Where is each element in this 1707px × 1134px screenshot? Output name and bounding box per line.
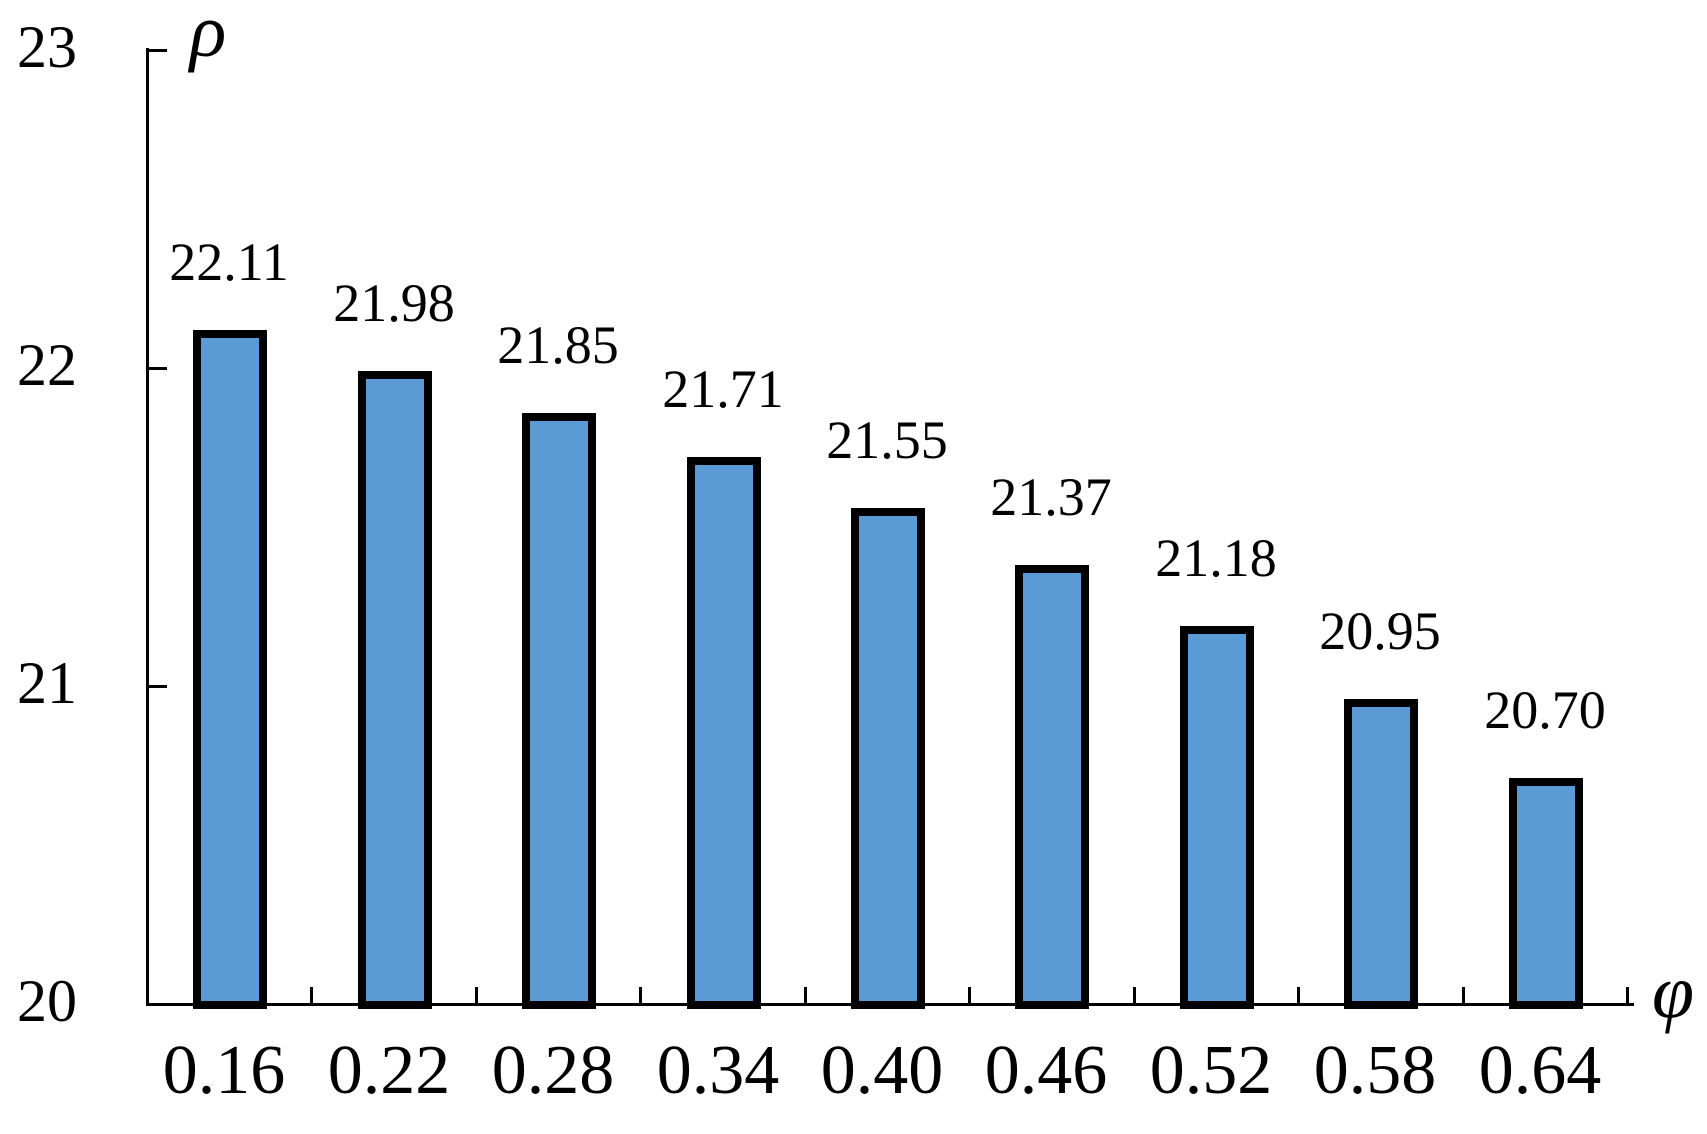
x-tick-label: 0.58 (1313, 1032, 1437, 1109)
bar-value-label: 21.37 (990, 467, 1112, 527)
y-tick-label: 23 (17, 14, 77, 80)
bar-value-label: 20.70 (1484, 680, 1606, 740)
y-axis-tick (148, 367, 167, 370)
y-axis-title: ρ (189, 0, 227, 73)
x-axis-tick (1297, 987, 1300, 1003)
x-axis-tick (310, 987, 313, 1003)
x-axis-tick (1462, 987, 1465, 1003)
x-tick-label: 0.46 (984, 1032, 1108, 1109)
bar-value-label: 22.11 (169, 232, 289, 292)
bar-value-label: 20.95 (1319, 601, 1441, 661)
x-axis-tick (1626, 987, 1629, 1003)
x-tick-label: 0.16 (162, 1032, 286, 1109)
x-tick-label: 0.34 (656, 1032, 780, 1109)
bar (851, 508, 925, 1009)
x-axis-tick (968, 987, 971, 1003)
x-axis-tick (1133, 987, 1136, 1003)
bar-value-label: 21.98 (333, 273, 455, 333)
x-tick-label: 0.52 (1149, 1032, 1273, 1109)
bar (193, 330, 267, 1009)
y-tick-label: 21 (17, 650, 77, 716)
bar (1180, 626, 1254, 1009)
bar-value-label: 21.18 (1155, 528, 1277, 588)
x-axis-tick (475, 987, 478, 1003)
bar (358, 371, 432, 1009)
bar-value-label: 21.71 (662, 359, 784, 419)
bar (522, 413, 596, 1009)
bar (1015, 565, 1089, 1009)
y-axis-tick (148, 685, 167, 688)
x-tick-label: 0.64 (1478, 1032, 1602, 1109)
bar-value-label: 21.55 (826, 410, 948, 470)
x-axis-title: φ (1651, 950, 1695, 1034)
bar (687, 457, 761, 1009)
x-tick-label: 0.22 (327, 1032, 451, 1109)
y-axis-tick (148, 49, 167, 52)
x-axis-tick (639, 987, 642, 1003)
bar-value-label: 21.85 (497, 315, 619, 375)
x-tick-label: 0.40 (820, 1032, 944, 1109)
y-tick-label: 22 (17, 332, 77, 398)
bar (1344, 699, 1418, 1009)
y-tick-label: 20 (17, 968, 77, 1034)
y-axis-line (146, 48, 149, 1006)
x-tick-label: 0.28 (491, 1032, 615, 1109)
bar (1509, 778, 1583, 1009)
x-axis-tick (804, 987, 807, 1003)
